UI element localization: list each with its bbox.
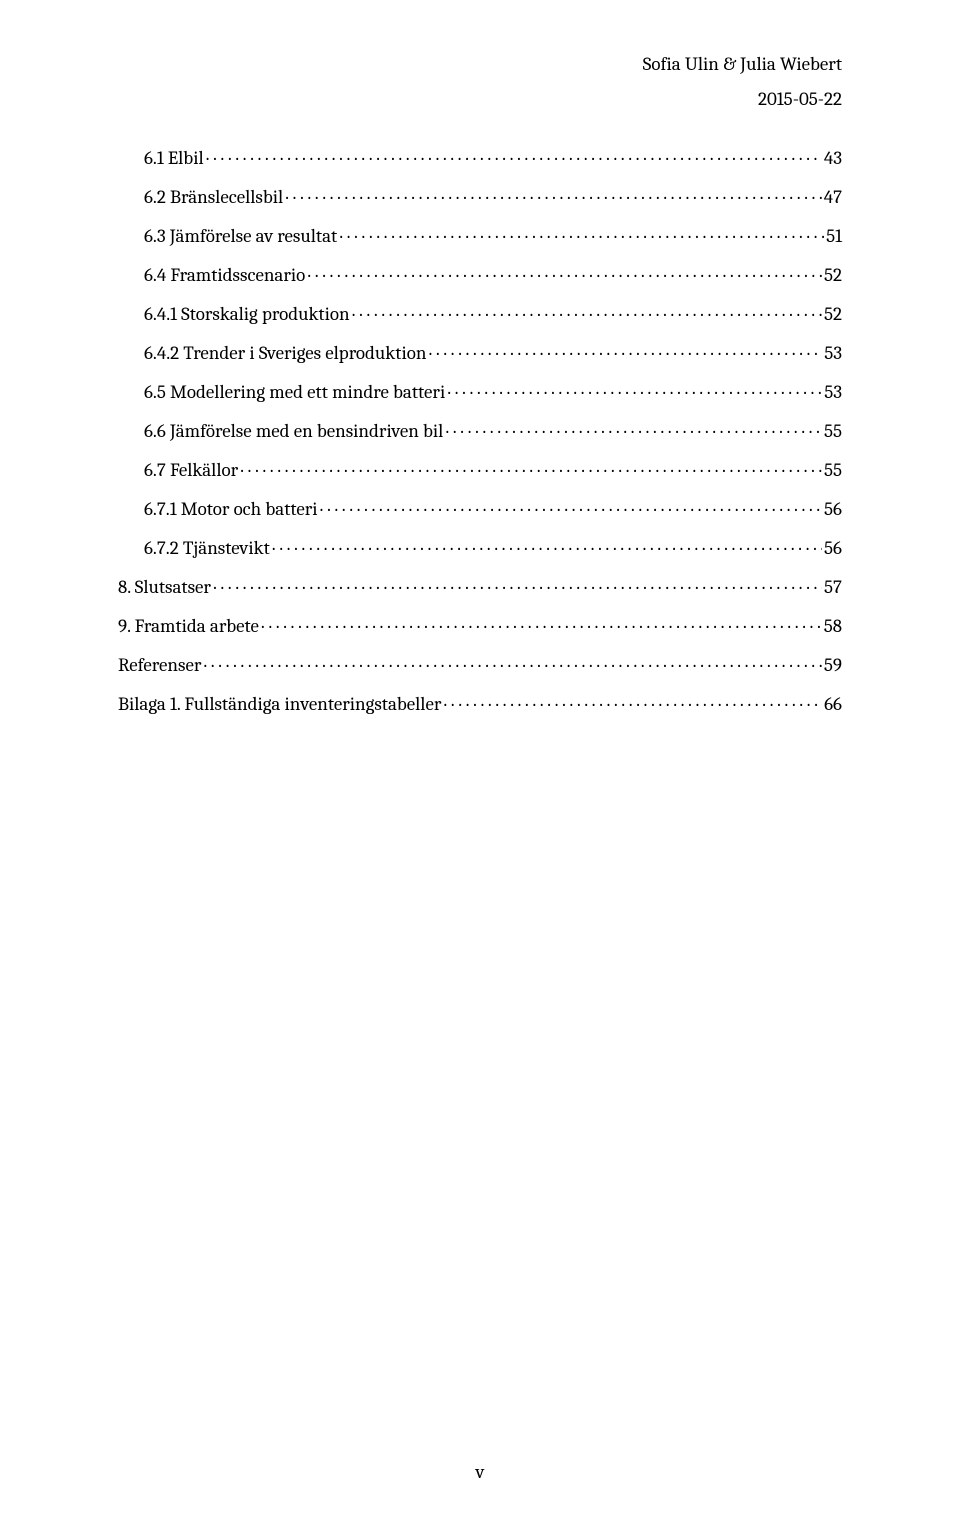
toc-label: 8. Slutsatser	[118, 578, 211, 597]
toc-leader	[240, 457, 822, 476]
toc-page: 43	[824, 149, 842, 168]
page-number: v	[0, 1461, 960, 1483]
toc-entry: 6.4.1 Storskalig produktion 52	[118, 301, 842, 324]
toc-entry: 8. Slutsatser 57	[118, 574, 842, 597]
toc-page: 55	[824, 461, 842, 480]
toc-leader	[320, 496, 822, 515]
toc-leader	[443, 691, 822, 710]
toc-label: 9. Framtida arbete	[118, 617, 259, 636]
toc-label: 6.7 Felkällor	[144, 461, 238, 480]
toc-leader	[339, 223, 824, 242]
toc-entry: 6.4 Framtidsscenario 52	[118, 262, 842, 285]
toc-leader	[203, 652, 822, 671]
toc-label: Referenser	[118, 656, 201, 675]
toc-label: 6.4.1 Storskalig produktion	[144, 305, 350, 324]
toc-leader	[428, 340, 822, 359]
toc-leader	[261, 613, 822, 632]
page: Sofia Ulin & Julia Wiebert 2015-05-22 6.…	[0, 0, 960, 1539]
toc-leader	[352, 301, 822, 320]
toc-label: 6.3 Jämförelse av resultat	[144, 227, 337, 246]
table-of-contents: 6.1 Elbil 43 6.2 Bränslecellsbil 47 6.3 …	[118, 145, 842, 730]
toc-label: 6.1 Elbil	[144, 149, 204, 168]
toc-entry: 6.5 Modellering med ett mindre batteri 5…	[118, 379, 842, 402]
toc-page: 53	[824, 344, 842, 363]
toc-label: 6.7.2 Tjänstevikt	[144, 539, 270, 558]
toc-label: 6.7.1 Motor och batteri	[144, 500, 318, 519]
toc-page: 47	[824, 188, 842, 207]
toc-page: 57	[824, 578, 842, 597]
toc-entry: Bilaga 1. Fullständiga inventeringstabel…	[118, 691, 842, 714]
toc-leader	[447, 379, 822, 398]
toc-label: 6.2 Bränslecellsbil	[144, 188, 283, 207]
toc-label: 6.6 Jämförelse med en bensindriven bil	[144, 422, 443, 441]
toc-leader	[285, 184, 822, 203]
toc-entry: 6.6 Jämförelse med en bensindriven bil 5…	[118, 418, 842, 441]
toc-entry: 6.7.2 Tjänstevikt 56	[118, 535, 842, 558]
toc-page: 52	[824, 305, 842, 324]
toc-page: 58	[824, 617, 842, 636]
toc-entry: 6.1 Elbil 43	[118, 145, 842, 168]
toc-entry: 6.2 Bränslecellsbil 47	[118, 184, 842, 207]
toc-leader	[213, 574, 822, 593]
toc-page: 56	[824, 539, 842, 558]
toc-leader	[445, 418, 822, 437]
toc-leader	[307, 262, 822, 281]
toc-entry: Referenser 59	[118, 652, 842, 675]
toc-entry: 6.7.1 Motor och batteri 56	[118, 496, 842, 519]
toc-label: 6.4 Framtidsscenario	[144, 266, 305, 285]
toc-leader	[206, 145, 822, 164]
page-header: Sofia Ulin & Julia Wiebert 2015-05-22	[643, 50, 842, 113]
toc-page: 59	[824, 656, 842, 675]
toc-page: 55	[824, 422, 842, 441]
toc-page: 56	[824, 500, 842, 519]
toc-label: Bilaga 1. Fullständiga inventeringstabel…	[118, 695, 441, 714]
toc-page: 51	[826, 227, 842, 246]
toc-entry: 9. Framtida arbete 58	[118, 613, 842, 636]
header-names: Sofia Ulin & Julia Wiebert	[643, 50, 842, 79]
header-date: 2015-05-22	[643, 85, 842, 114]
toc-page: 52	[824, 266, 842, 285]
toc-entry: 6.7 Felkällor 55	[118, 457, 842, 480]
toc-page: 66	[824, 695, 842, 714]
toc-label: 6.4.2 Trender i Sveriges elproduktion	[144, 344, 426, 363]
toc-leader	[272, 535, 822, 554]
toc-label: 6.5 Modellering med ett mindre batteri	[144, 383, 445, 402]
toc-entry: 6.3 Jämförelse av resultat 51	[118, 223, 842, 246]
toc-entry: 6.4.2 Trender i Sveriges elproduktion 53	[118, 340, 842, 363]
toc-page: 53	[824, 383, 842, 402]
